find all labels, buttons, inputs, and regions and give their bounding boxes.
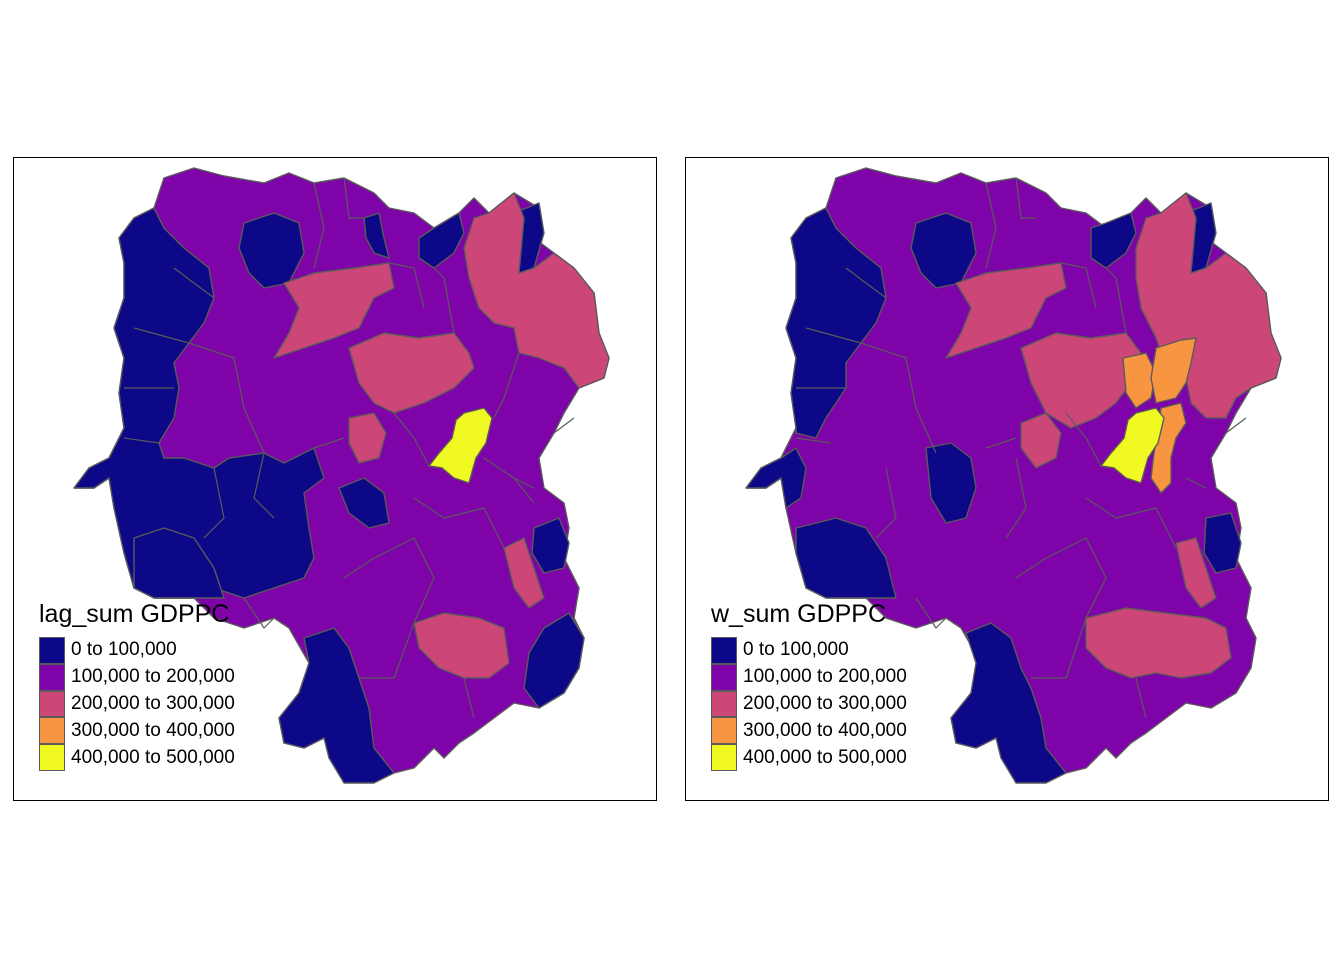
region-east-pink (1175, 537, 1217, 609)
legend-swatch (39, 690, 65, 718)
boundary-lines (123, 177, 575, 719)
legend-title: w_sum GDPPC (711, 600, 887, 628)
region-east-blue (1203, 512, 1242, 574)
legend-label: 300,000 to 400,000 (743, 719, 907, 741)
region-center-pink (1020, 332, 1142, 429)
region-north-pink (945, 262, 1067, 359)
region-northeast (418, 212, 465, 269)
region-west (73, 207, 325, 599)
legend-swatch (711, 690, 737, 718)
legend-swatch (39, 744, 65, 771)
boundary-lines (795, 177, 1247, 719)
region-northeast (1090, 212, 1137, 269)
region-southwest-blue (795, 517, 897, 599)
region-southwest-blue (133, 527, 225, 599)
map-panel-left: lag_sum GDPPC 0 to 100,000 100,000 to 20… (13, 157, 657, 801)
choropleth-map-left (73, 167, 610, 784)
map-panel-right: w_sum GDPPC 0 to 100,000 100,000 to 200,… (685, 157, 1329, 801)
region-north-small (363, 212, 390, 259)
region-highest (428, 407, 493, 484)
legend-item: 400,000 to 500,000 (711, 744, 907, 771)
region-higher-1 (1122, 352, 1157, 409)
region-south-pink (413, 612, 510, 679)
legend-label: 200,000 to 300,000 (743, 692, 907, 714)
region-south-blue (278, 627, 395, 784)
region-ne-pink (463, 192, 610, 389)
legend-swatch (711, 717, 737, 745)
region-south-blue (950, 622, 1067, 784)
region-southeast-blue (523, 612, 585, 709)
choropleth-map-right (745, 167, 1282, 784)
region-central-blue (338, 477, 390, 529)
legend-label: 100,000 to 200,000 (743, 666, 907, 688)
legend-swatch (39, 637, 65, 664)
legend-label: 0 to 100,000 (71, 639, 177, 661)
legend-item: 100,000 to 200,000 (39, 663, 235, 691)
region-west-lower (745, 447, 807, 509)
region-center-pink-2 (348, 412, 387, 464)
legend-item: 300,000 to 400,000 (39, 717, 235, 745)
legend-right: w_sum GDPPC 0 to 100,000 100,000 to 200,… (711, 599, 907, 771)
region-center-pink (348, 332, 475, 414)
legend-item: 300,000 to 400,000 (711, 717, 907, 745)
legend-label: 0 to 100,000 (743, 639, 849, 661)
legend-item: 100,000 to 200,000 (711, 663, 907, 691)
legend-item: 200,000 to 300,000 (39, 690, 235, 718)
region-south-pink (1085, 607, 1232, 679)
legend-label: 200,000 to 300,000 (71, 692, 235, 714)
legend-item: 0 to 100,000 (711, 637, 907, 664)
region-central-blue (925, 442, 977, 524)
region-east-blue (531, 517, 570, 574)
legend-label: 100,000 to 200,000 (71, 666, 235, 688)
legend-title: lag_sum GDPPC (39, 600, 230, 628)
legend-label: 400,000 to 500,000 (71, 746, 235, 768)
region-center-pink-2 (1020, 412, 1062, 469)
legend-label: 400,000 to 500,000 (743, 746, 907, 768)
region-higher-2 (1150, 337, 1197, 404)
legend-swatch (711, 663, 737, 691)
region-east-pink (503, 537, 545, 609)
legend-label: 300,000 to 400,000 (71, 719, 235, 741)
legend-swatch (711, 637, 737, 664)
legend-swatch (39, 663, 65, 691)
region-north-pink (273, 262, 395, 359)
legend-item: 400,000 to 500,000 (39, 744, 235, 771)
region-highest (1100, 407, 1165, 484)
legend-item: 200,000 to 300,000 (711, 690, 907, 718)
legend-swatch (39, 717, 65, 745)
legend-left: lag_sum GDPPC 0 to 100,000 100,000 to 20… (39, 599, 235, 771)
legend-item: 0 to 100,000 (39, 637, 235, 664)
legend-swatch (711, 744, 737, 771)
